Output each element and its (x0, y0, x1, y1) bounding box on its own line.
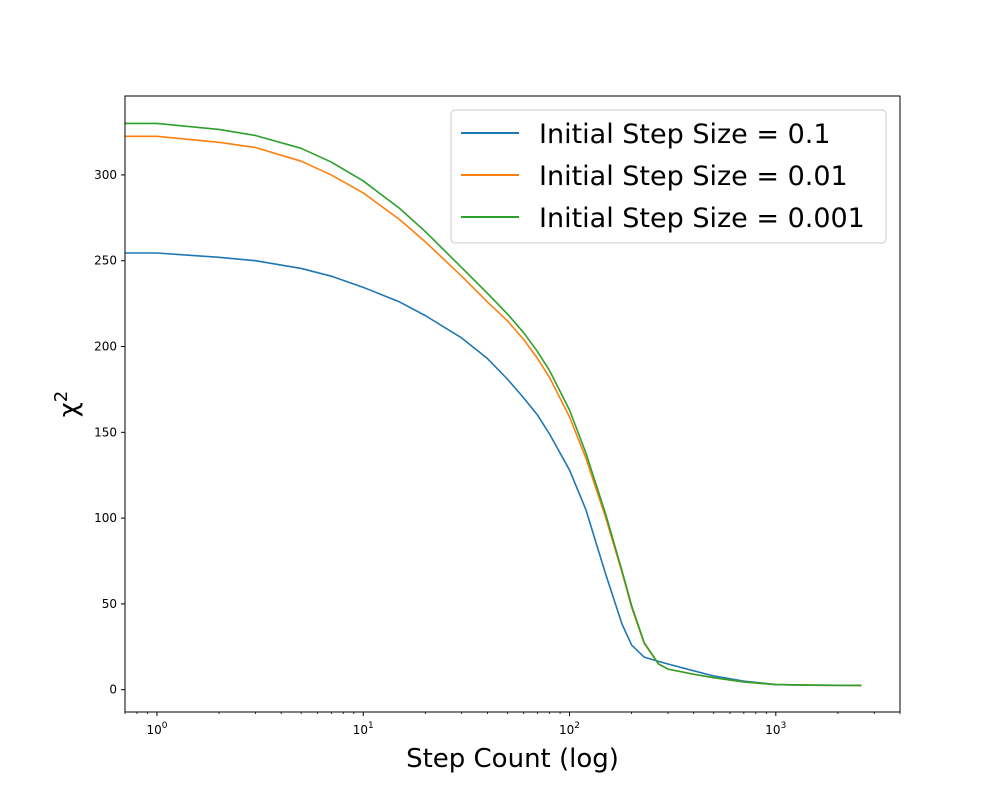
x-axis-label: Step Count (log) (406, 744, 619, 774)
y-tick-label-1: 50 (102, 597, 117, 611)
x-axis-ticks: 100 101 102 103 (124, 712, 901, 737)
legend: Initial Step Size = 0.1 Initial Step Size… (450, 109, 887, 244)
plot-frame (124, 95, 901, 713)
y-tick-label-0: 0 (109, 683, 117, 697)
y-tick-label-5: 250 (94, 254, 117, 268)
x-tick-label-1: 101 (353, 721, 374, 737)
x-tick-label-3: 103 (765, 721, 786, 737)
series-layer (125, 122, 862, 687)
y-tick-label-2: 100 (94, 511, 117, 525)
y-tick-label-3: 150 (94, 425, 117, 439)
y-axis-ticks: 0 50 100 150 200 250 300 (94, 168, 125, 697)
series-line-2 (125, 122, 862, 687)
y-tick-label-6: 300 (94, 168, 117, 182)
legend-label-0: Initial Step Size = 0.1 (539, 119, 831, 150)
y-axis-label: χ2 (51, 391, 84, 417)
x-tick-label-2: 102 (559, 721, 580, 737)
series-line-0 (125, 252, 862, 687)
legend-label-2: Initial Step Size = 0.001 (539, 203, 865, 234)
x-tick-label-0: 100 (146, 721, 167, 737)
plot-area (124, 95, 901, 713)
legend-label-1: Initial Step Size = 0.01 (539, 161, 848, 192)
legend-box (450, 109, 887, 244)
y-axis-label-superscript: 2 (51, 391, 72, 402)
y-axis-label-symbol: χ (54, 402, 84, 417)
y-tick-label-4: 200 (94, 340, 117, 354)
